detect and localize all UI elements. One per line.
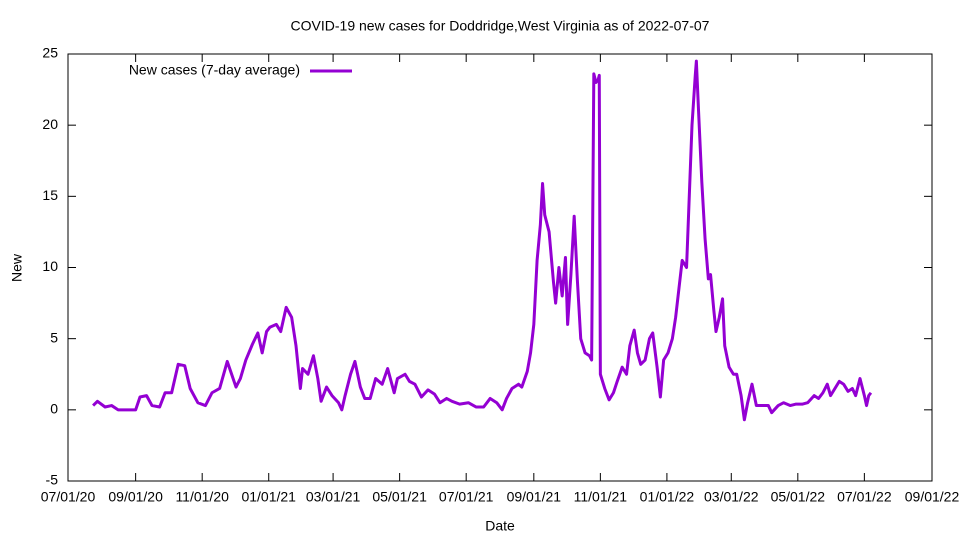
y-axis-label: New xyxy=(9,253,25,282)
y-tick-label: 25 xyxy=(42,45,58,61)
x-tick-label: 07/01/22 xyxy=(837,489,892,505)
x-tick-label: 01/01/21 xyxy=(241,489,296,505)
y-tick-label: 20 xyxy=(42,116,58,132)
x-tick-label: 03/01/21 xyxy=(306,489,361,505)
y-tick-label: 15 xyxy=(42,187,58,203)
x-tick-label: 09/01/21 xyxy=(507,489,562,505)
y-tick-label: 10 xyxy=(42,258,58,274)
x-tick-label: 07/01/20 xyxy=(41,489,96,505)
x-tick-label: 05/01/22 xyxy=(771,489,826,505)
legend-label: New cases (7-day average) xyxy=(129,62,300,78)
x-tick-label: 01/01/22 xyxy=(640,489,695,505)
y-tick-label: 5 xyxy=(50,329,58,345)
x-axis-label: Date xyxy=(485,518,515,534)
plot-frame xyxy=(67,53,933,482)
chart-title: COVID-19 new cases for Doddridge,West Vi… xyxy=(291,18,710,34)
x-tick-label: 03/01/22 xyxy=(704,489,759,505)
x-tick-label: 11/01/21 xyxy=(574,489,628,505)
y-tick-label: 0 xyxy=(50,401,58,417)
data-line xyxy=(92,59,873,422)
x-tick-label: 11/01/20 xyxy=(175,489,229,505)
x-tick-label: 09/01/22 xyxy=(905,489,960,505)
y-tick-label: -5 xyxy=(46,472,59,488)
x-tick-label: 05/01/21 xyxy=(372,489,427,505)
x-tick-label: 09/01/20 xyxy=(108,489,163,505)
x-tick-label: 07/01/21 xyxy=(439,489,494,505)
